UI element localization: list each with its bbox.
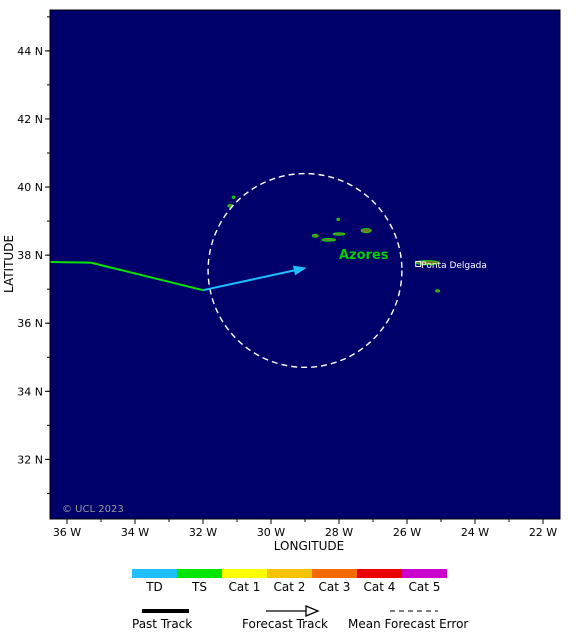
track-layer xyxy=(49,172,403,369)
map-background xyxy=(50,10,560,519)
lon-tick-label: 32 W xyxy=(189,526,217,539)
legend-label-ts: TS xyxy=(191,580,207,594)
legend-swatch-cat-4 xyxy=(357,569,402,578)
lat-tick-label: 38 N xyxy=(17,249,43,262)
legend-swatch-cat-3 xyxy=(312,569,357,578)
forecast-track-arrowhead xyxy=(292,265,307,276)
forecast-track-legend-arrowhead xyxy=(305,605,320,617)
lat-tick-label: 42 N xyxy=(17,113,43,126)
forecast-track-legend-label: Forecast Track xyxy=(242,617,328,631)
x-axis-title: LONGITUDE xyxy=(274,539,344,553)
legend-label-cat-1: Cat 1 xyxy=(229,580,261,594)
lat-tick-label: 44 N xyxy=(17,45,43,58)
forecast-error-circle xyxy=(207,172,403,369)
lat-tick-label: 32 N xyxy=(17,453,43,466)
island-faial xyxy=(311,233,319,238)
island-terceira xyxy=(360,228,372,234)
island-graciosa xyxy=(336,217,341,221)
legend-label-cat-4: Cat 4 xyxy=(364,580,396,594)
city-label: Ponta Delgada xyxy=(421,261,487,271)
legend-label-td: TD xyxy=(145,580,163,594)
legend-swatch-ts xyxy=(177,569,222,578)
island-corvo xyxy=(231,195,236,199)
legend-swatch-cat-5 xyxy=(402,569,447,578)
region-label: Azores xyxy=(339,248,389,263)
copyright-text: © UCL 2023 xyxy=(62,504,124,515)
mean-error-legend-label: Mean Forecast Error xyxy=(348,617,468,631)
y-axis-title: LATITUDE xyxy=(2,235,16,293)
lon-tick-label: 36 W xyxy=(53,526,81,539)
legend-label-cat-2: Cat 2 xyxy=(274,580,306,594)
longitude-axis: 36 W 34 W 32 W 30 W 28 W 26 W 24 W 22 W xyxy=(53,519,557,539)
lon-tick-label: 30 W xyxy=(257,526,285,539)
past-track-legend-label: Past Track xyxy=(132,617,192,631)
category-legend: TD TS Cat 1 Cat 2 Cat 3 Cat 4 Cat 5 xyxy=(132,569,447,594)
lon-tick-label: 26 W xyxy=(393,526,421,539)
island-pico xyxy=(321,238,337,242)
lon-tick-label: 24 W xyxy=(461,526,489,539)
lat-tick-label: 40 N xyxy=(17,181,43,194)
past-track-segment xyxy=(90,261,204,292)
legend-swatch-td xyxy=(132,569,177,578)
forecast-track-line xyxy=(202,269,295,292)
track-legend: Past Track Forecast Track Mean Forecast … xyxy=(132,605,468,631)
legend-label-cat-3: Cat 3 xyxy=(319,580,351,594)
island-sao-jorge xyxy=(332,232,346,236)
legend-swatch-cat-1 xyxy=(222,569,267,578)
lon-tick-label: 28 W xyxy=(325,526,353,539)
lat-tick-label: 34 N xyxy=(17,385,43,398)
legend-label-cat-5: Cat 5 xyxy=(409,580,441,594)
lon-tick-label: 34 W xyxy=(121,526,149,539)
island-santa-maria xyxy=(435,289,441,293)
city-marker xyxy=(415,260,422,267)
past-track-segment xyxy=(49,260,91,264)
lat-tick-label: 36 N xyxy=(17,317,43,330)
lon-tick-label: 22 W xyxy=(529,526,557,539)
legend-swatch-cat-2 xyxy=(267,569,312,578)
latitude-axis: 44 N 42 N 40 N 38 N 36 N 34 N 32 N xyxy=(17,16,50,494)
